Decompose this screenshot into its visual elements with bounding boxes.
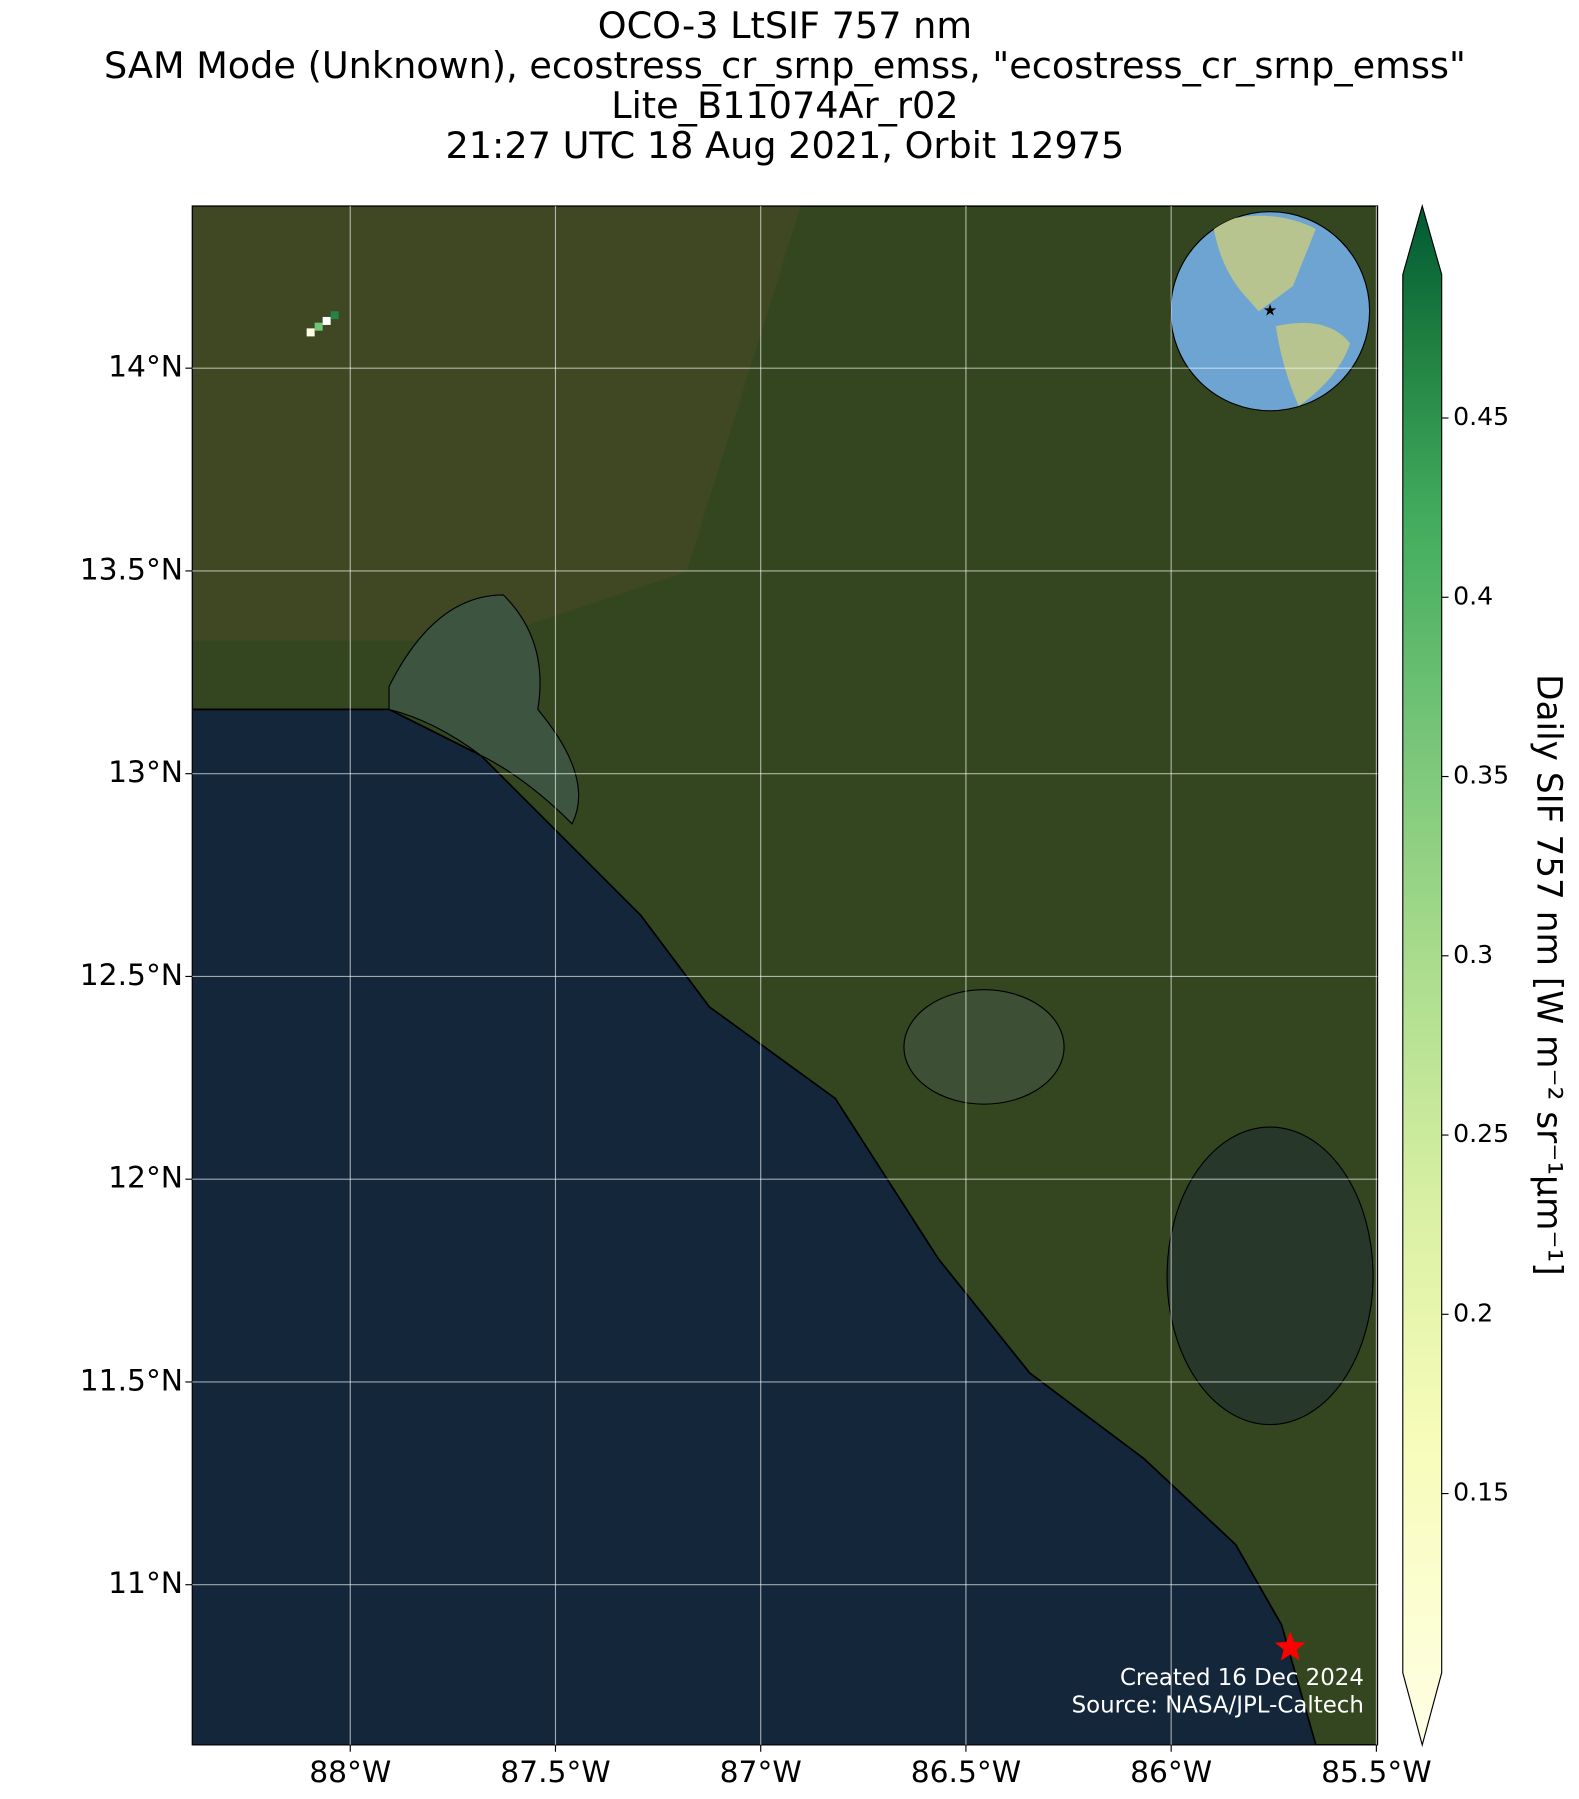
south-america <box>1275 322 1351 407</box>
colorbar-tick-label: 0.45 <box>1453 402 1509 431</box>
globe-star: ★ <box>1263 301 1277 320</box>
y-tick-label: 13°N <box>108 755 183 790</box>
globe-inset: ★ <box>1169 211 1371 412</box>
annotation: Source: NASA/JPL-Caltech <box>1072 1693 1364 1719</box>
x-tick-label: 85.5°W <box>1321 1755 1431 1790</box>
gulf-of-fonseca <box>388 594 580 825</box>
y-tick-label: 14°N <box>108 350 183 385</box>
x-tick-label: 87°W <box>720 1755 802 1790</box>
y-tick-label: 11.5°N <box>80 1363 183 1398</box>
lake-nicaragua <box>1166 1126 1374 1426</box>
lake-managua <box>903 989 1065 1105</box>
colorbar-tick-label: 0.35 <box>1453 761 1509 790</box>
x-tick-label: 88°W <box>309 1755 391 1790</box>
colorbar-tick-label: 0.2 <box>1453 1298 1493 1327</box>
map-frame <box>191 205 1379 1746</box>
colorbar-body <box>1402 203 1443 1748</box>
basemap <box>192 205 1378 1745</box>
y-tick-label: 12°N <box>108 1161 183 1196</box>
x-tick-label: 86°W <box>1130 1755 1212 1790</box>
chart-title: SAM Mode (Unknown), ecostress_cr_srnp_em… <box>104 44 1466 87</box>
land <box>192 205 1378 1745</box>
dry-land <box>192 205 801 641</box>
x-tick-label: 86.5°W <box>911 1755 1021 1790</box>
x-tick-label: 87.5°W <box>500 1755 610 1790</box>
sif-soundings <box>306 311 339 337</box>
chart-title: Lite_B11074Ar_r02 <box>611 84 958 127</box>
colorbar-tick-label: 0.3 <box>1453 940 1493 969</box>
colorbar-tick-label: 0.15 <box>1453 1478 1509 1507</box>
y-tick-label: 12.5°N <box>80 958 183 993</box>
north-america <box>1212 215 1316 312</box>
site-marker <box>1274 1631 1306 1661</box>
figure-body: ★ 0.15 0.2 0.25 0.3 0.35 0.4 0.45 Daily SIF 757… <box>80 4 1569 1790</box>
colorbar: 0.15 0.2 0.25 0.3 0.35 0.4 0.45 Daily SIF 757 n… <box>1402 203 1568 1748</box>
y-tick-label: 11°N <box>108 1566 183 1601</box>
colorbar-label: Daily SIF 757 nm [W m⁻² sr⁻¹µm⁻¹] <box>1528 674 1568 1276</box>
y-tick-label: 13.5°N <box>80 552 183 587</box>
colorbar-tick-label: 0.25 <box>1453 1119 1509 1148</box>
chart-title: 21:27 UTC 18 Aug 2021, Orbit 12975 <box>445 124 1124 167</box>
colorbar-tick-label: 0.4 <box>1453 581 1493 610</box>
chart-title: OCO-3 LtSIF 757 nm <box>598 4 972 47</box>
annotation: Created 16 Dec 2024 <box>1120 1665 1364 1691</box>
